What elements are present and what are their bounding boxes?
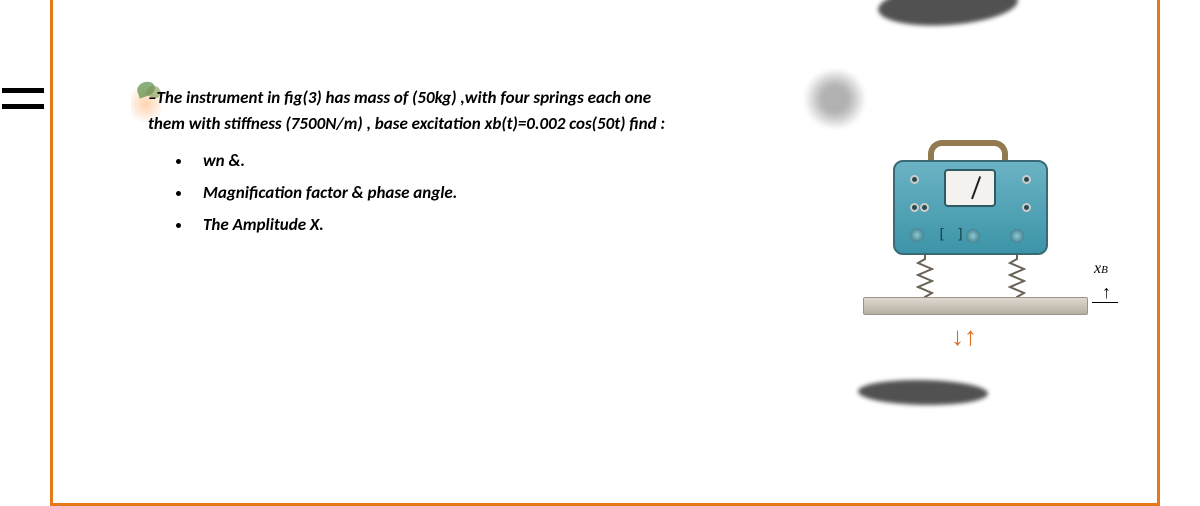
xb-baseline-tick (1092, 302, 1118, 303)
problem-line-2: them with stiffness (7500N/m) , base exc… (148, 111, 788, 137)
bullet-item: wn &. (193, 148, 788, 174)
page-frame: –The instrument in fig(3) has mass of (5… (50, 0, 1160, 506)
bullet-item: Magnification factor & phase angle. (193, 180, 788, 206)
hand-smudge (877, 0, 1019, 30)
panel-led (920, 203, 929, 212)
hand-smudge (801, 70, 869, 128)
problem-line-1: –The instrument in fig(3) has mass of (5… (148, 85, 788, 111)
analog-dial (944, 169, 996, 207)
knob-bracket: [ ] (937, 227, 965, 243)
panel-screw (910, 175, 919, 184)
motion-arrow-down-icon: ↓ (951, 322, 964, 352)
xb-arrow-up-icon: ↑ (1102, 282, 1111, 303)
bullet-list: wn &. Magnification factor & phase angle… (148, 148, 788, 239)
spring-left (916, 255, 934, 300)
spring-right (1008, 255, 1026, 300)
problem-statement: –The instrument in fig(3) has mass of (5… (148, 85, 788, 245)
panel-screw (1022, 203, 1031, 212)
figure-3-diagram: [ ] ↓ ↑ xB ↑ (858, 135, 1118, 415)
xb-label: xB (1094, 260, 1134, 278)
knob-row: [ ] (906, 227, 966, 247)
knob-icon (966, 229, 980, 243)
panel-led (910, 203, 919, 212)
motion-arrow-up-icon: ↑ (964, 322, 977, 352)
knob-icon (910, 228, 924, 242)
bullet-item: The Amplitude X. (193, 212, 788, 238)
base-plate (863, 297, 1088, 315)
panel-screw (1022, 175, 1031, 184)
knob-icon (1010, 229, 1024, 243)
